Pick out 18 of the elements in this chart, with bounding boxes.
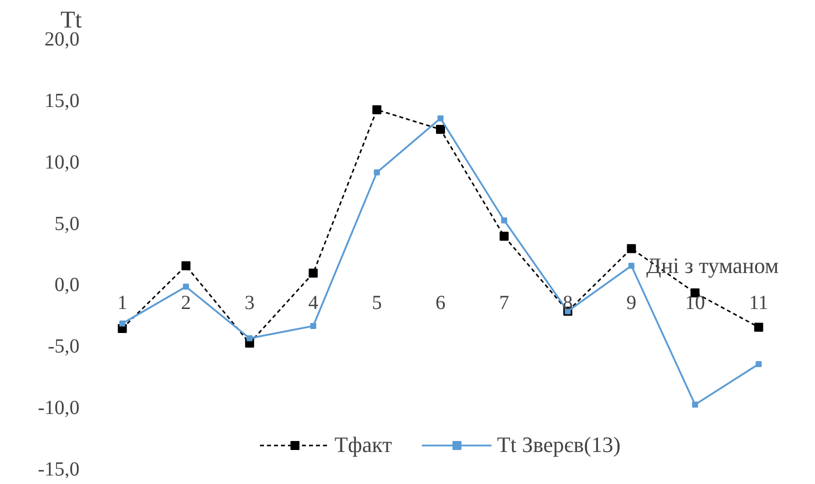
x-tick-label: 10 bbox=[685, 292, 706, 314]
y-tick-label: -10,0 bbox=[38, 397, 80, 420]
x-tick-label: 6 bbox=[436, 292, 446, 314]
y-tick-label: 5,0 bbox=[54, 212, 80, 235]
y-tick-label: 10,0 bbox=[44, 151, 80, 174]
x-tick-label: 2 bbox=[180, 292, 191, 314]
y-tick-label: 15,0 bbox=[44, 90, 80, 112]
x-tick-label: 5 bbox=[372, 292, 382, 314]
x-tick-label: 7 bbox=[499, 292, 510, 314]
legend-label: Tt Зверєв(13) bbox=[496, 432, 621, 458]
x-tick-label: 4 bbox=[308, 292, 318, 314]
x-tick-label: 9 bbox=[626, 292, 636, 314]
x-tick-label: 3 bbox=[244, 292, 255, 314]
x-tick-label: 1 bbox=[117, 292, 128, 314]
x-tick-label: 11 bbox=[749, 292, 768, 314]
y-tick-label: 0,0 bbox=[54, 274, 80, 296]
y-tick-label: -5,0 bbox=[48, 336, 80, 358]
legend-label: Тфакт bbox=[334, 432, 392, 458]
